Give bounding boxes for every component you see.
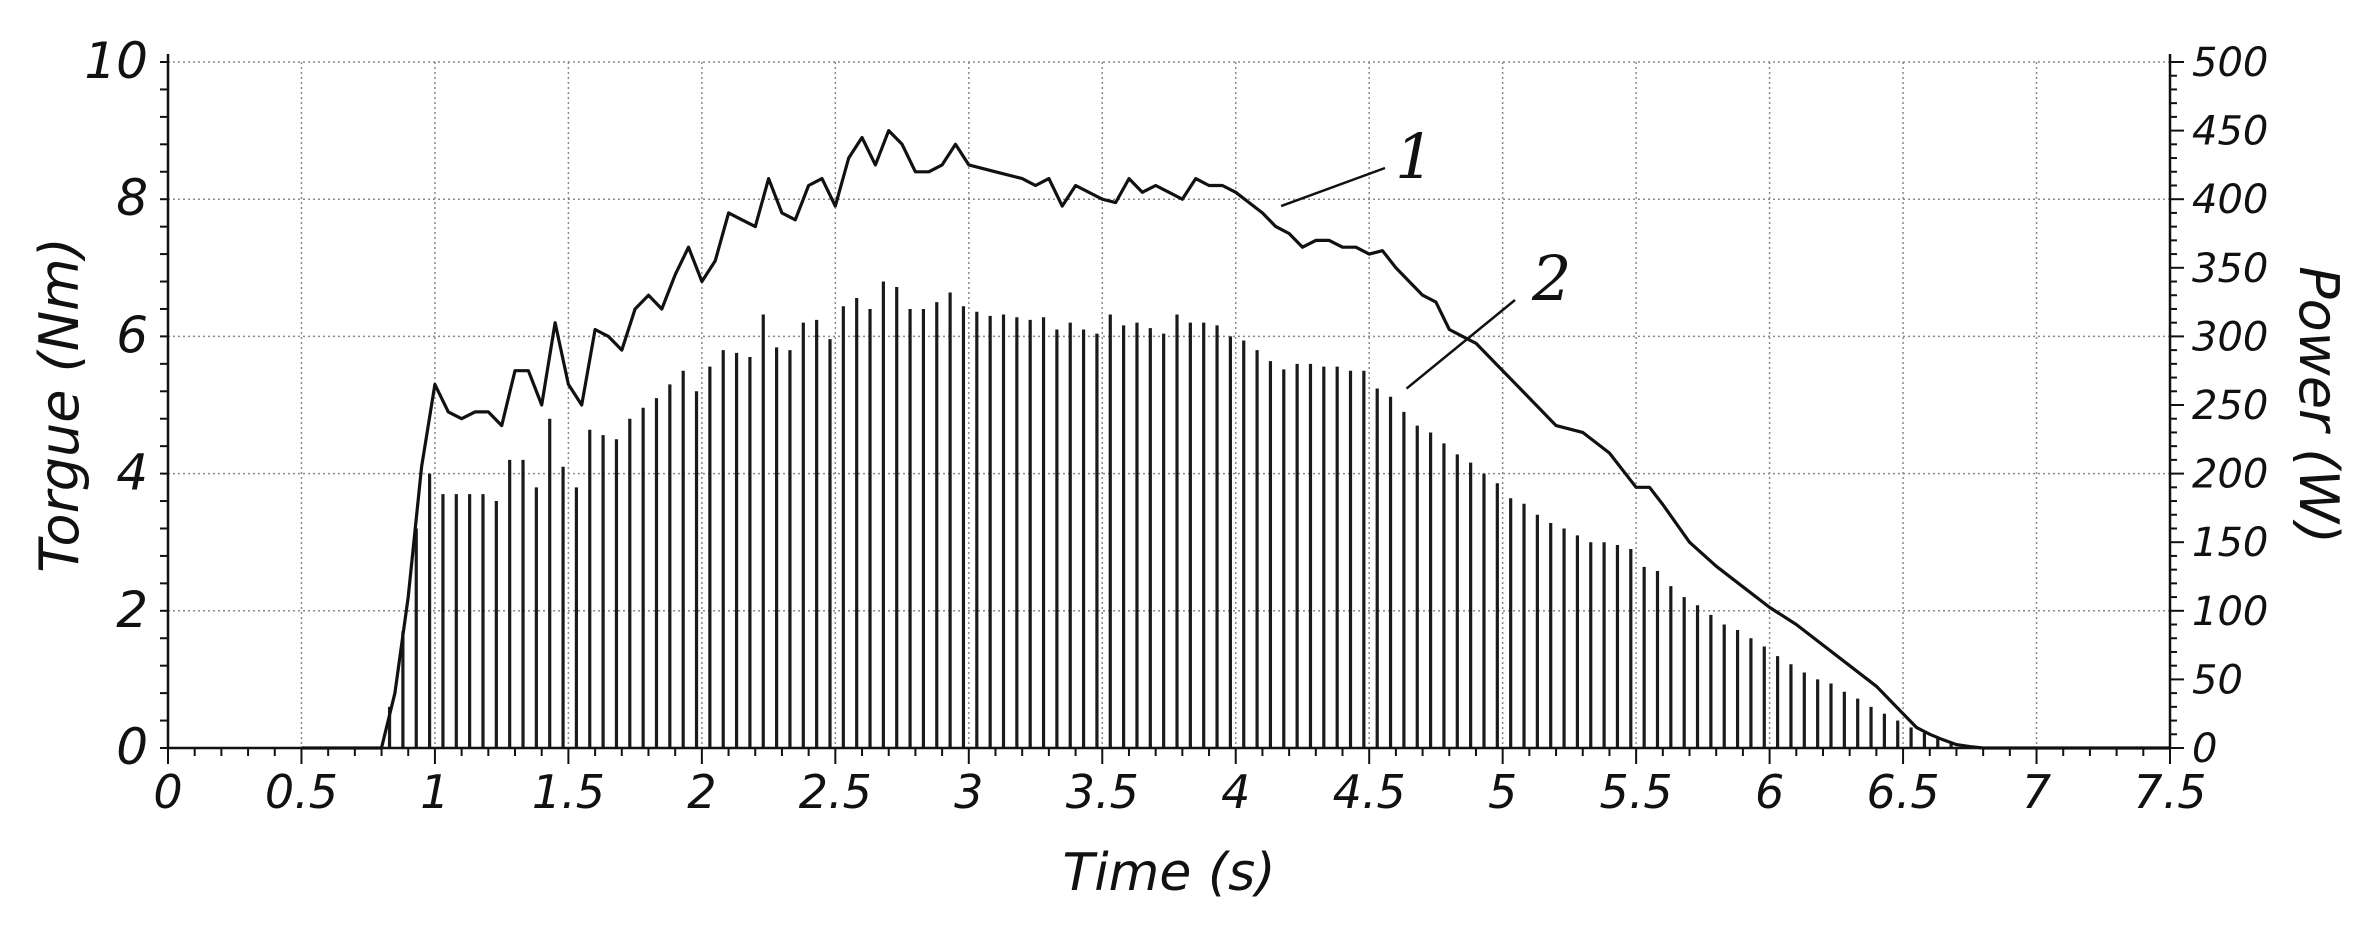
- y-right-tick-label: 150: [2192, 520, 2268, 566]
- y-left-tick-label: 10: [84, 32, 148, 90]
- x-tick-label: 7.5: [2133, 765, 2206, 819]
- y-right-tick-label: 200: [2192, 452, 2268, 498]
- x-tick-label: 2.5: [799, 765, 872, 819]
- series-1-leader-line: [1280, 166, 1386, 208]
- x-tick-label: 6.5: [1866, 765, 1939, 819]
- x-tick-label: 6: [1755, 765, 1784, 819]
- y-left-tick-label: 4: [116, 444, 148, 502]
- torque-series-line: [301, 129, 2170, 750]
- y-left-tick-label: 8: [116, 169, 148, 227]
- y-right-tick-label: 300: [2192, 314, 2268, 360]
- axes: [160, 54, 2184, 764]
- x-tick-label: 7: [2022, 765, 2051, 819]
- y-right-tick-label: 400: [2192, 177, 2268, 223]
- x-tick-label: 1.5: [532, 765, 605, 819]
- series-2-leader-line: [1405, 299, 1516, 390]
- y-right-tick-label: 100: [2192, 589, 2268, 635]
- x-tick-label: 1: [420, 765, 449, 819]
- x-tick-label: 3: [954, 765, 983, 819]
- y-left-axis-title: Torgue (Nm): [28, 237, 91, 573]
- x-tick-label: 5.5: [1600, 765, 1673, 819]
- grid: [168, 61, 2171, 748]
- y-left-tick-label: 2: [116, 581, 148, 639]
- series-group: [301, 129, 2170, 750]
- y-left-tick-label: 0: [116, 718, 148, 776]
- labels: 0 0.5 1 1.5 2 2.5 3 3.5 4 4.5 5 5.5 6 6.5 7 7.502468100…: [28, 32, 2350, 903]
- x-tick-label: 3.5: [1066, 765, 1139, 819]
- series-2-label: 2: [1531, 242, 1571, 315]
- y-right-tick-label: 450: [2192, 109, 2268, 155]
- x-tick-label: 2: [687, 765, 716, 819]
- y-right-tick-label: 0: [2192, 726, 2217, 772]
- x-tick-label: 4: [1221, 765, 1250, 819]
- x-tick-label: 5: [1488, 765, 1517, 819]
- y-right-tick-label: 50: [2192, 657, 2243, 703]
- x-tick-label: 0: [153, 765, 182, 819]
- x-axis-title: Time (s): [1062, 843, 1275, 903]
- x-tick-label: 0.5: [265, 765, 338, 819]
- series-1-label: 1: [1395, 120, 1434, 193]
- y-right-axis-title: Power (W): [2287, 266, 2350, 544]
- y-right-tick-label: 250: [2192, 383, 2268, 429]
- y-right-tick-label: 350: [2192, 246, 2268, 292]
- y-left-tick-label: 6: [116, 306, 148, 364]
- y-right-tick-label: 500: [2192, 40, 2268, 86]
- x-tick-label: 4.5: [1333, 765, 1406, 819]
